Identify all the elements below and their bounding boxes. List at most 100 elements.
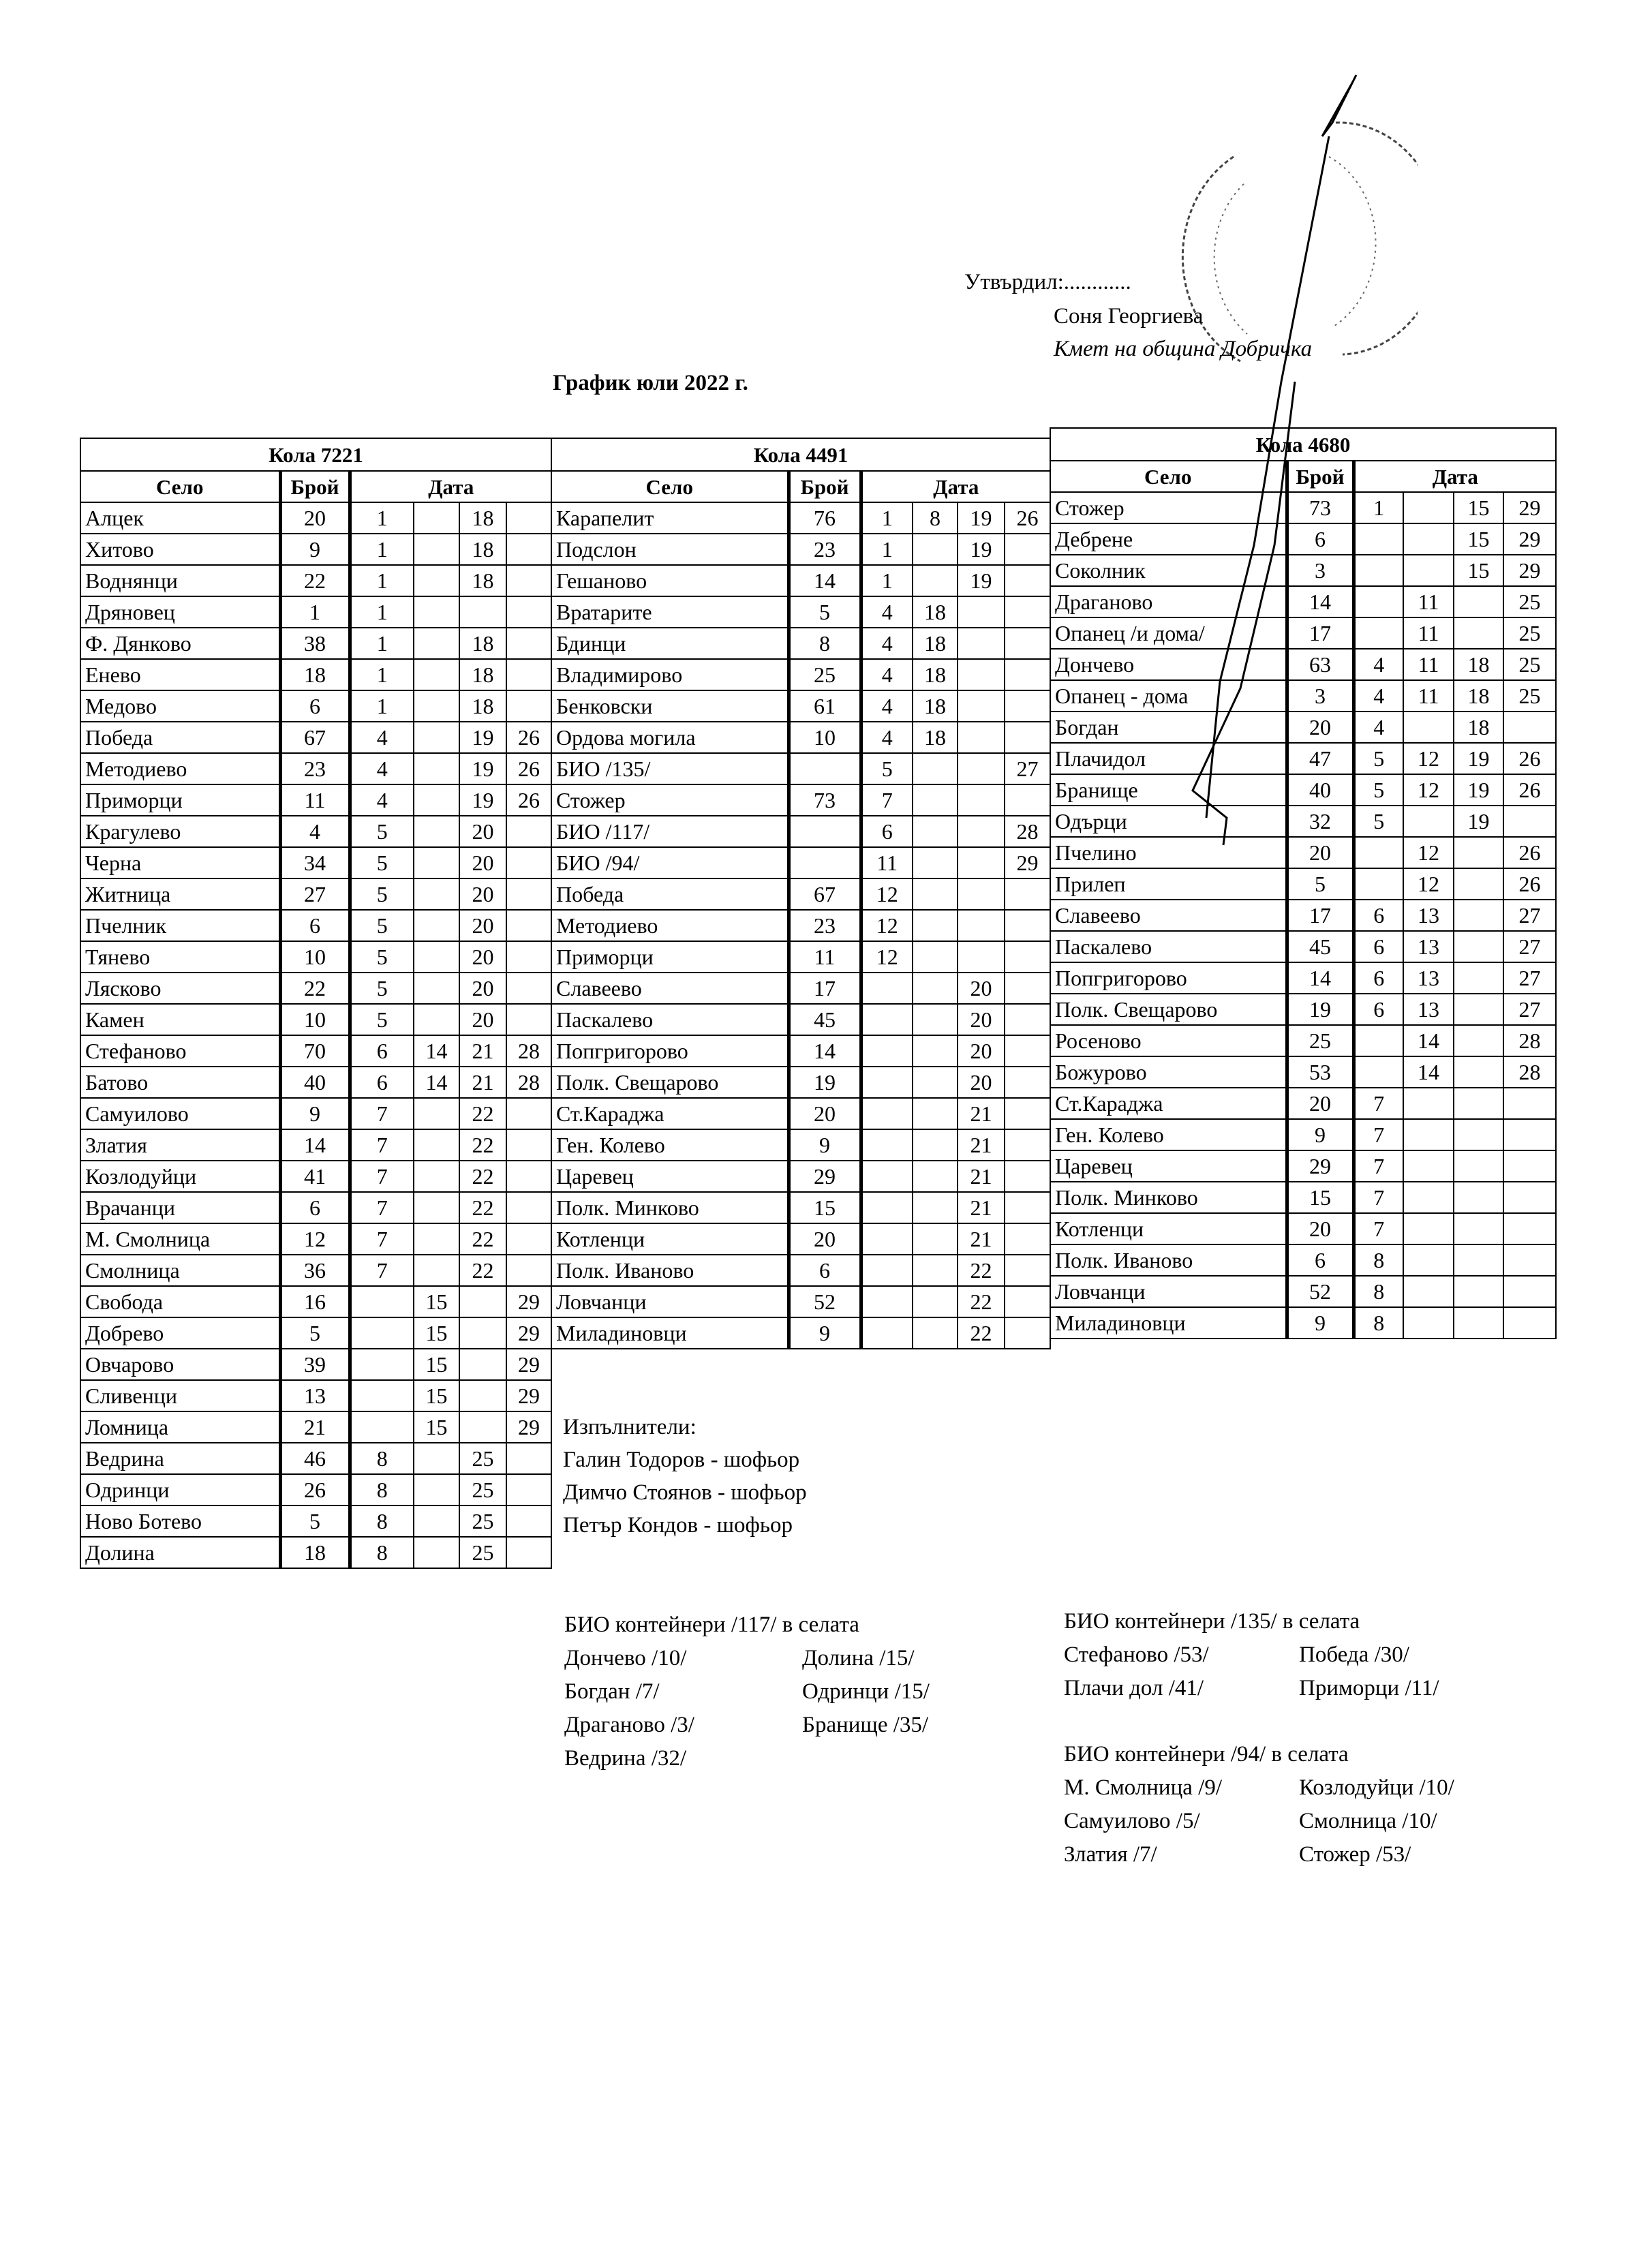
count-cell: 45 bbox=[1285, 930, 1354, 963]
date-cell bbox=[1003, 1317, 1052, 1349]
date-cell bbox=[348, 1379, 414, 1412]
date-cell: 19 bbox=[459, 784, 507, 816]
village-cell: Бенковски bbox=[551, 690, 789, 722]
village-cell: Одринци bbox=[80, 1473, 281, 1506]
count-cell bbox=[786, 752, 861, 785]
village-cell: Медово bbox=[80, 690, 281, 722]
table-row: Прилеп 5 12 26 bbox=[1050, 868, 1557, 900]
date-cell bbox=[912, 752, 958, 785]
date-cell: 25 bbox=[1502, 679, 1557, 712]
bio-village: Богдан /7/ bbox=[564, 1679, 660, 1704]
date-cell bbox=[413, 502, 460, 534]
table-row: Славеево 17 6 13 27 bbox=[1050, 899, 1557, 932]
date-cell bbox=[859, 972, 913, 1005]
date-cell: 14 bbox=[413, 1066, 460, 1099]
date-cell: 5 bbox=[1351, 742, 1404, 775]
date-cell: 21 bbox=[957, 1223, 1005, 1255]
date-cell bbox=[413, 909, 460, 942]
count-cell: 15 bbox=[1285, 1181, 1354, 1214]
date-cell bbox=[1403, 491, 1454, 524]
date-cell bbox=[413, 1536, 460, 1569]
date-cell: 4 bbox=[348, 784, 414, 816]
date-cell bbox=[859, 1191, 913, 1224]
date-cell bbox=[413, 658, 460, 691]
date-cell: 14 bbox=[1403, 1056, 1454, 1088]
date-cell: 4 bbox=[1351, 711, 1404, 744]
table-row: Соколник 3 15 29 bbox=[1050, 554, 1557, 587]
count-cell: 14 bbox=[1285, 962, 1354, 994]
date-cell: 22 bbox=[957, 1254, 1005, 1287]
count-cell: 32 bbox=[1285, 805, 1354, 838]
date-cell: 29 bbox=[505, 1411, 553, 1443]
page-title: График юли 2022 г. bbox=[553, 371, 748, 395]
date-cell: 28 bbox=[1502, 1024, 1557, 1057]
date-cell: 6 bbox=[1351, 962, 1404, 994]
count-cell: 10 bbox=[278, 941, 350, 973]
count-cell bbox=[786, 815, 861, 848]
table-row: БИО /117/6 28 bbox=[551, 815, 1052, 848]
village-cell: Ордова могила bbox=[551, 721, 789, 754]
village-cell: Стожер bbox=[551, 784, 789, 816]
date-cell: 7 bbox=[348, 1160, 414, 1193]
date-cell: 1 bbox=[348, 502, 414, 534]
table-row: Смолница 36 7 22 bbox=[80, 1254, 553, 1287]
date-cell bbox=[957, 627, 1005, 660]
date-cell: 7 bbox=[348, 1097, 414, 1130]
village-cell: Славеево bbox=[551, 972, 789, 1005]
date-cell: 20 bbox=[459, 941, 507, 973]
table-row: Козлодуйци 41 7 22 bbox=[80, 1160, 553, 1193]
village-cell: Полк. Свещарово bbox=[1050, 993, 1287, 1026]
date-cell bbox=[413, 972, 460, 1005]
village-cell: Полк. Минково bbox=[1050, 1181, 1287, 1214]
date-cell bbox=[505, 1191, 553, 1224]
count-cell: 10 bbox=[786, 721, 861, 754]
count-cell: 36 bbox=[278, 1254, 350, 1287]
village-cell: Воднянци bbox=[80, 564, 281, 597]
date-cell: 5 bbox=[348, 878, 414, 911]
count-cell: 19 bbox=[1285, 993, 1354, 1026]
village-cell: Енево bbox=[80, 658, 281, 691]
date-cell: 18 bbox=[459, 658, 507, 691]
date-column-header: Дата bbox=[348, 470, 553, 503]
table-row: Полк. Иваново 6 8 bbox=[1050, 1244, 1557, 1277]
bio-village: Долина /15/ bbox=[802, 1646, 915, 1670]
date-cell bbox=[505, 1254, 553, 1287]
count-cell: 40 bbox=[1285, 774, 1354, 806]
table-row: Полк. Свещарово 19 6 13 27 bbox=[1050, 993, 1557, 1026]
count-cell: 23 bbox=[786, 533, 861, 566]
date-cell: 19 bbox=[957, 533, 1005, 566]
count-cell: 22 bbox=[278, 564, 350, 597]
executor-2: Димчо Стоянов - шофьор bbox=[563, 1480, 807, 1505]
table-row: Воднянци 22 1 18 bbox=[80, 564, 553, 597]
date-cell: 22 bbox=[459, 1160, 507, 1193]
date-cell bbox=[459, 1348, 507, 1381]
date-cell: 1 bbox=[859, 502, 913, 534]
date-cell: 20 bbox=[459, 846, 507, 879]
date-cell: 6 bbox=[348, 1066, 414, 1099]
approved-label: Утвърдил:............ bbox=[964, 270, 1131, 294]
count-cell: 17 bbox=[1285, 899, 1354, 932]
count-cell: 25 bbox=[1285, 1024, 1354, 1057]
table-row: БИО /135/5 27 bbox=[551, 752, 1052, 785]
date-cell: 27 bbox=[1502, 993, 1557, 1026]
village-cell: Пчелино bbox=[1050, 836, 1287, 869]
bio-village: Стожер /53/ bbox=[1299, 1842, 1411, 1867]
date-cell bbox=[912, 533, 958, 566]
date-cell bbox=[1351, 1056, 1404, 1088]
village-cell: Златия bbox=[80, 1129, 281, 1161]
table-row: Гешаново 14 1 19 bbox=[551, 564, 1052, 597]
count-cell: 5 bbox=[278, 1317, 350, 1349]
table-row: Приморци 11 12 bbox=[551, 941, 1052, 973]
table-row: Ген. Колево 9 7 bbox=[1050, 1118, 1557, 1151]
date-cell: 18 bbox=[459, 627, 507, 660]
date-cell: 12 bbox=[1403, 742, 1454, 775]
date-cell bbox=[1453, 1024, 1504, 1057]
date-cell: 5 bbox=[1351, 805, 1404, 838]
count-cell: 6 bbox=[1285, 523, 1354, 555]
date-cell bbox=[505, 1536, 553, 1569]
date-cell: 6 bbox=[1351, 899, 1404, 932]
date-cell bbox=[413, 1129, 460, 1161]
date-cell bbox=[505, 596, 553, 628]
count-cell: 52 bbox=[1285, 1275, 1354, 1308]
date-cell: 20 bbox=[957, 1035, 1005, 1067]
